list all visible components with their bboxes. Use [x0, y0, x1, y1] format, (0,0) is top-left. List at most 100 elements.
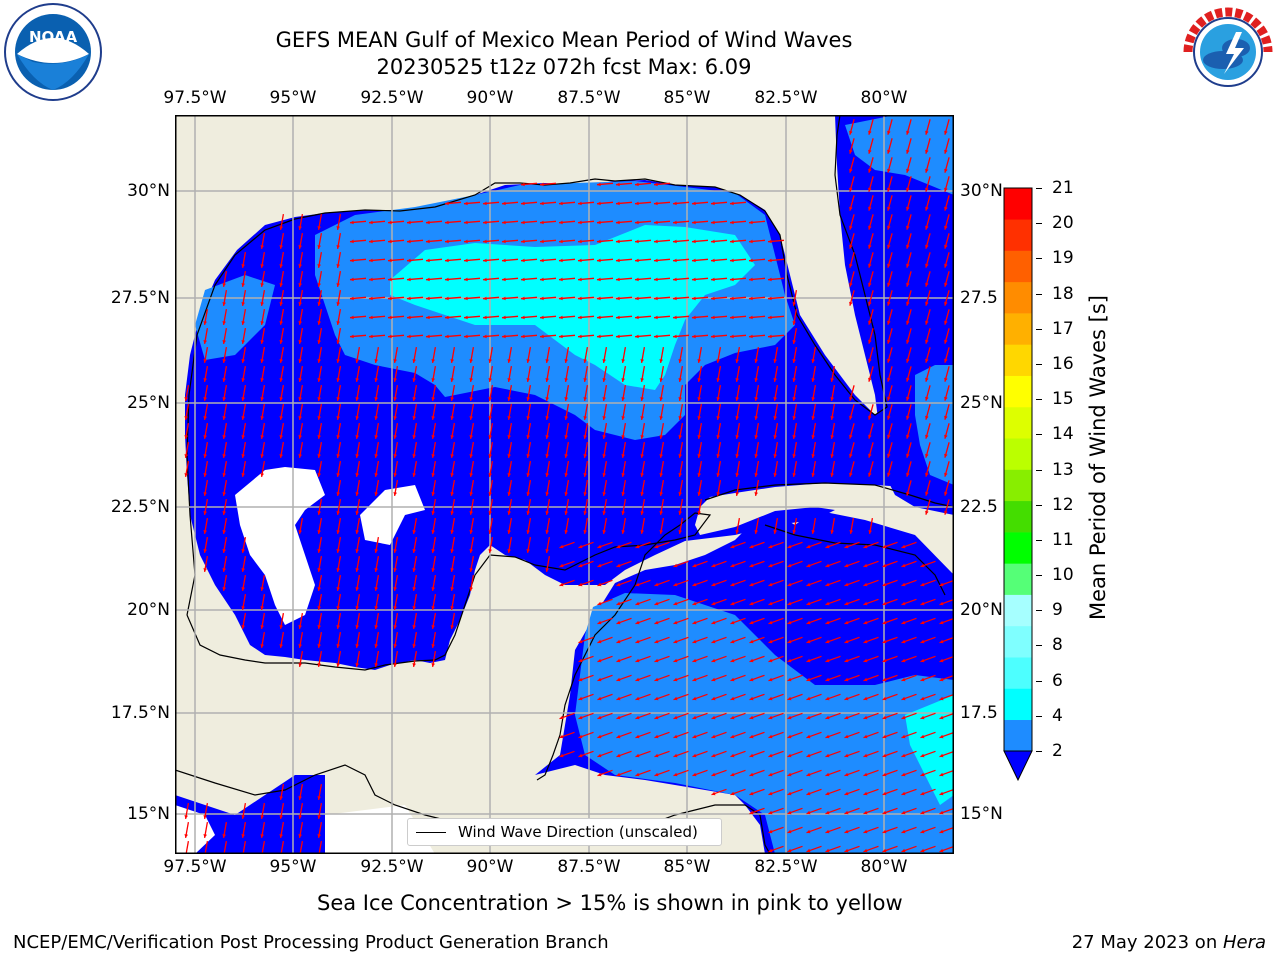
- wave-direction-arrowhead: [597, 544, 602, 549]
- wave-direction-arrowhead: [882, 582, 887, 587]
- wave-direction-arrowhead: [464, 258, 468, 263]
- wave-direction-arrowhead: [749, 639, 754, 644]
- wave-direction-arrowhead: [849, 244, 853, 249]
- wave-direction-arrowhead: [317, 644, 321, 648]
- wave-direction-arrowhead: [317, 264, 321, 268]
- wave-direction-arrowhead: [735, 359, 739, 363]
- wave-direction-arrowhead: [540, 258, 544, 263]
- wave-direction-arrowhead: [431, 378, 435, 382]
- wave-direction-arrowhead: [298, 245, 302, 249]
- wave-direction-arrowhead: [559, 563, 564, 568]
- wave-direction-arrowhead: [578, 715, 583, 720]
- wave-direction-arrowhead: [735, 397, 739, 401]
- wave-direction-arrowhead: [521, 296, 525, 301]
- wave-direction-arrowhead: [279, 625, 283, 629]
- wave-direction-arrowhead: [849, 415, 853, 420]
- wave-direction-arrowhead: [407, 277, 411, 282]
- lon-label-bottom: 80°W: [860, 857, 908, 877]
- wave-direction-arrowhead: [868, 472, 872, 477]
- colorbar-tick-label: 6: [1052, 670, 1063, 691]
- wave-direction-arrowhead: [654, 677, 659, 682]
- wave-direction-arrowhead: [749, 239, 753, 244]
- wave-direction-arrowhead: [545, 530, 549, 534]
- wave-direction-arrowhead: [540, 277, 544, 282]
- wave-direction-arrowhead: [711, 296, 715, 301]
- colorbar-tick: [1036, 715, 1042, 717]
- wave-direction-arrowhead: [939, 810, 944, 815]
- wave-direction-arrowhead: [678, 473, 682, 477]
- wave-direction-arrowhead: [526, 416, 530, 420]
- wave-direction-arrowhead: [336, 321, 340, 325]
- wave-direction-arrowhead: [336, 226, 340, 230]
- wave-direction-arrowhead: [659, 378, 663, 382]
- wave-direction-arrowhead: [654, 334, 658, 339]
- wave-direction-arrowhead: [483, 201, 487, 206]
- wave-direction-arrowhead: [616, 277, 620, 282]
- wave-direction-arrowhead: [393, 397, 397, 401]
- graticule: [175, 115, 954, 854]
- lon-label-bottom: 82.5°W: [754, 857, 818, 877]
- wave-direction-arrowhead: [716, 435, 720, 439]
- wave-direction-arrowhead: [298, 264, 302, 268]
- wave-direction-arrowhead: [279, 245, 283, 249]
- colorbar-tick-label: 12: [1052, 494, 1074, 515]
- wave-direction-arrowhead: [222, 511, 226, 515]
- wave-direction-arrowhead: [350, 315, 354, 320]
- wave-direction-arrowhead: [692, 677, 697, 682]
- wave-direction-arrowhead: [317, 511, 321, 515]
- wave-direction-arrowhead: [374, 435, 378, 439]
- wave-direction-arrowhead: [564, 492, 568, 496]
- wave-direction-arrowhead: [806, 582, 811, 587]
- wave-direction-arrowhead: [521, 182, 525, 187]
- wave-direction-arrowhead: [925, 206, 929, 211]
- wave-direction-arrowhead: [906, 339, 910, 344]
- wave-direction-arrowhead: [469, 359, 473, 363]
- wave-direction-arrowhead: [426, 239, 430, 244]
- wave-direction-arrowhead: [906, 377, 910, 382]
- wave-direction-arrowhead: [597, 334, 601, 339]
- wave-direction-arrowhead: [559, 544, 564, 549]
- wave-direction-arrowhead: [901, 791, 906, 796]
- wave-direction-arrowhead: [616, 239, 620, 244]
- wave-direction-arrowhead: [806, 753, 811, 758]
- wave-direction-arrowhead: [355, 663, 359, 667]
- wave-direction-arrowhead: [730, 544, 735, 549]
- wave-direction-arrowhead: [692, 201, 696, 206]
- wave-direction-arrowhead: [317, 454, 321, 458]
- wave-direction-arrowhead: [787, 715, 792, 720]
- wave-direction-arrowhead: [654, 772, 659, 777]
- wave-direction-arrowhead: [773, 454, 777, 458]
- wave-direction-arrowhead: [692, 772, 697, 777]
- wave-direction-arrowhead: [654, 715, 659, 720]
- lat-label-left: 22.5°N: [110, 497, 170, 517]
- wave-direction-arrowhead: [863, 677, 868, 682]
- wave-direction-arrowhead: [654, 582, 659, 587]
- colorbar-tick: [1036, 469, 1042, 471]
- wave-direction-arrowhead: [393, 473, 397, 477]
- wave-direction-arrowhead: [260, 587, 264, 591]
- wave-direction-arrowhead: [730, 296, 734, 301]
- colorbar-tick: [1036, 645, 1042, 647]
- wave-direction-arrowhead: [787, 810, 792, 815]
- wave-direction-arrowhead: [203, 834, 207, 838]
- wave-direction-arrowhead: [901, 677, 906, 682]
- wave-direction-arrowhead: [412, 397, 416, 401]
- wave-direction-arrowhead: [502, 258, 506, 263]
- wave-direction-arrowhead: [768, 601, 773, 606]
- wave-direction-arrowhead: [825, 677, 830, 682]
- wave-direction-arrowhead: [635, 258, 639, 263]
- wave-direction-arrowhead: [450, 454, 454, 458]
- wave-direction-arrowhead: [868, 149, 872, 154]
- wave-direction-arrowhead: [298, 302, 302, 306]
- wave-direction-arrowhead: [483, 220, 487, 225]
- wave-direction-arrowhead: [602, 530, 606, 534]
- wave-direction-arrowhead: [597, 239, 601, 244]
- wave-direction-arrowhead: [868, 225, 872, 230]
- wave-direction-arrowhead: [578, 658, 583, 663]
- wave-direction-arrowhead: [526, 454, 530, 458]
- wave-direction-arrowhead: [412, 587, 416, 591]
- wave-direction-arrowhead: [692, 239, 696, 244]
- wave-direction-arrowhead: [222, 378, 226, 382]
- wave-direction-arrowhead: [336, 245, 340, 249]
- wave-direction-arrowhead: [730, 334, 734, 339]
